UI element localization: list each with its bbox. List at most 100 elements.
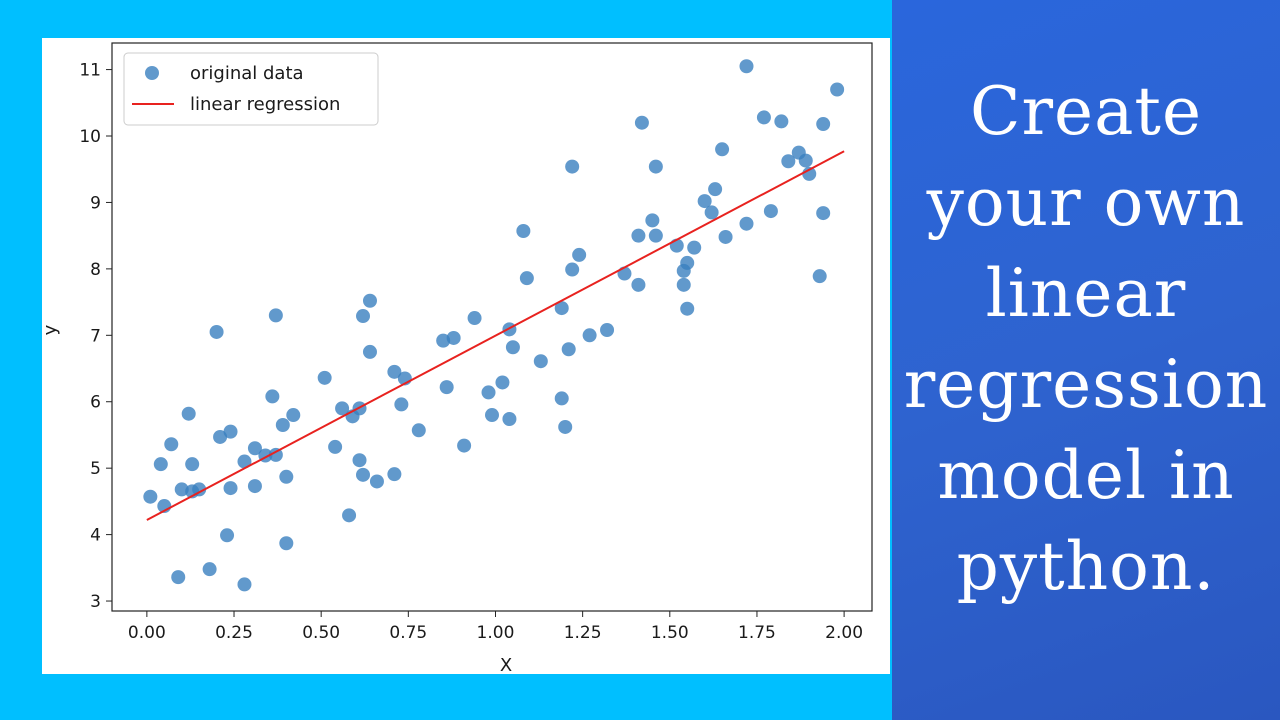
data-point (676, 277, 691, 292)
data-point (335, 401, 350, 416)
data-point (279, 536, 294, 551)
y-tick-label: 11 (79, 61, 101, 81)
data-point (213, 429, 228, 444)
data-point (394, 397, 409, 412)
data-point (634, 115, 649, 130)
data-point (352, 453, 367, 468)
data-point (798, 153, 813, 168)
data-point (223, 424, 238, 439)
data-point (830, 82, 845, 97)
data-point (164, 437, 179, 452)
axes: 0.00 0.25 0.50 0.75 1.00 1.25 1.50 1.75 2.00 3 4 5 6… (42, 42, 873, 674)
y-tick-label: 6 (90, 393, 101, 413)
data-point (209, 324, 224, 339)
x-tick-label: 2.00 (825, 623, 863, 643)
data-point (718, 229, 733, 244)
headline-line: regression (903, 346, 1269, 423)
chart-card: 0.00 0.25 0.50 0.75 1.00 1.25 1.50 1.75 2.00 3 4 5 6… (42, 38, 890, 674)
data-point (495, 375, 510, 390)
headline-line: model in (937, 437, 1235, 514)
data-point (554, 301, 569, 316)
data-point (781, 154, 796, 169)
legend-label-original-data: original data (190, 63, 304, 84)
data-point (439, 380, 454, 395)
y-tick-label: 7 (90, 326, 101, 346)
data-point (774, 114, 789, 129)
data-point (265, 389, 280, 404)
data-point (286, 408, 301, 423)
data-point (467, 311, 482, 326)
data-point (143, 489, 158, 504)
data-point (356, 309, 371, 324)
data-point (268, 447, 283, 462)
data-point (561, 342, 576, 357)
scatter-chart: 0.00 0.25 0.50 0.75 1.00 1.25 1.50 1.75 2.00 3 4 5 6… (42, 42, 873, 674)
y-tick-label: 3 (90, 592, 101, 612)
data-point (502, 412, 517, 427)
data-point (279, 469, 294, 484)
data-point (802, 166, 817, 181)
data-point (369, 474, 384, 489)
headline-line: linear (985, 255, 1187, 332)
legend: original data linear regression (123, 52, 379, 126)
data-point (680, 301, 695, 316)
data-point (181, 406, 196, 421)
y-axis-label: y (42, 324, 61, 335)
headline-line: python. (956, 528, 1216, 605)
data-point (457, 438, 472, 453)
y-tick-label: 5 (90, 459, 101, 479)
data-point (565, 159, 580, 174)
x-tick-label: 1.50 (651, 623, 689, 643)
data-point (648, 159, 663, 174)
data-point (387, 364, 402, 379)
x-tick-label: 0.00 (128, 623, 166, 643)
data-point (812, 269, 827, 284)
data-point (554, 391, 569, 406)
headline-line: your own (926, 164, 1246, 241)
data-point (648, 228, 663, 243)
data-point (704, 205, 719, 220)
data-point (558, 419, 573, 434)
data-point (153, 457, 168, 472)
data-point (174, 482, 189, 497)
data-point (565, 262, 580, 277)
x-tick-label: 0.75 (389, 623, 427, 643)
data-point (223, 481, 238, 496)
data-point (600, 322, 615, 337)
y-tick-label: 9 (90, 193, 101, 213)
data-point (516, 224, 531, 239)
data-point (816, 206, 831, 221)
data-point (715, 142, 730, 157)
y-tick-label: 8 (90, 260, 101, 280)
headline: Create your own linear regression model … (892, 66, 1280, 612)
headline-line: Create (969, 73, 1203, 150)
data-point (192, 482, 207, 497)
data-point (697, 194, 712, 209)
data-point (680, 255, 695, 270)
data-point (582, 328, 597, 343)
data-point (739, 59, 754, 74)
data-point (687, 240, 702, 255)
data-point (519, 271, 534, 286)
plot-frame (111, 42, 873, 612)
data-point (171, 570, 186, 585)
data-point (446, 330, 461, 345)
data-point (481, 385, 496, 400)
data-point (505, 340, 520, 355)
x-tick-label: 0.50 (302, 623, 340, 643)
y-tick-label: 4 (90, 526, 101, 546)
data-point (328, 439, 343, 454)
data-point (387, 467, 402, 482)
data-point (756, 110, 771, 125)
x-axis-label: X (500, 655, 512, 674)
data-points (143, 59, 845, 592)
data-point (237, 454, 252, 469)
x-tick-label: 1.75 (738, 623, 776, 643)
data-point (220, 528, 235, 543)
data-point (572, 247, 587, 262)
data-point (708, 182, 723, 197)
data-point (317, 370, 332, 385)
data-point (617, 266, 632, 281)
data-point (631, 277, 646, 292)
regression-line-group (146, 150, 845, 521)
